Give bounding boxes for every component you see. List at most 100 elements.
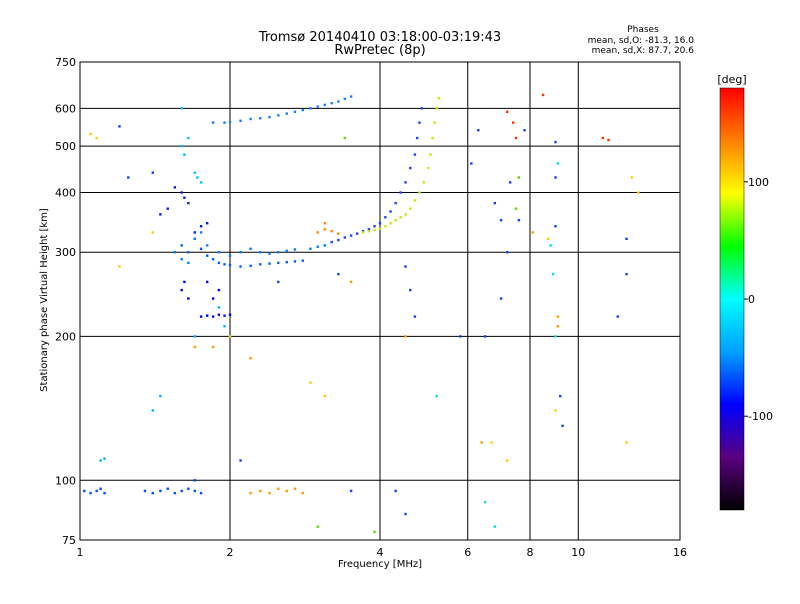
data-point — [239, 459, 242, 462]
data-point — [470, 162, 473, 165]
data-point — [259, 117, 262, 120]
data-point — [196, 176, 199, 179]
data-point — [193, 489, 197, 493]
data-point — [249, 117, 252, 121]
data-point — [413, 315, 417, 318]
data-point — [523, 128, 526, 132]
data-point — [228, 313, 232, 316]
data-point — [607, 138, 610, 142]
data-point — [323, 394, 327, 398]
data-point — [268, 262, 271, 265]
data-point — [199, 231, 203, 234]
data-point — [193, 231, 197, 234]
data-point — [404, 181, 407, 184]
data-point — [223, 121, 226, 124]
data-point — [193, 171, 197, 174]
data-point — [418, 121, 421, 124]
data-point — [554, 140, 557, 144]
data-point — [409, 166, 412, 170]
plot-frame — [79, 61, 681, 541]
data-point — [373, 530, 376, 534]
data-point — [554, 409, 557, 412]
data-point — [399, 191, 402, 194]
stats-line-o: mean, sd,O: -81.3, 16.0 — [588, 36, 695, 46]
data-point — [95, 136, 98, 140]
data-point — [493, 525, 497, 528]
data-point — [404, 335, 407, 338]
y-tick-label: 600 — [55, 102, 76, 115]
data-point — [483, 500, 487, 504]
data-point — [293, 487, 297, 490]
data-point — [223, 325, 226, 328]
data-point — [193, 237, 197, 241]
data-point — [268, 491, 271, 495]
data-point — [409, 207, 412, 210]
data-point — [431, 136, 434, 140]
data-point — [418, 191, 421, 194]
data-point — [316, 105, 319, 108]
data-point — [394, 489, 397, 493]
data-point — [323, 103, 327, 107]
data-point — [259, 251, 262, 254]
data-point — [309, 107, 312, 110]
data-point — [559, 394, 562, 398]
data-point — [205, 314, 209, 317]
data-point — [517, 176, 521, 179]
data-point — [180, 258, 183, 261]
x-tick-label: 4 — [377, 546, 384, 559]
data-point — [277, 261, 280, 265]
data-point — [637, 191, 640, 194]
data-point — [223, 314, 226, 317]
data-point — [180, 489, 183, 493]
colorbar-tick-label: 100 — [748, 176, 769, 189]
data-point — [373, 225, 376, 228]
data-point — [103, 457, 106, 460]
data-point — [95, 489, 98, 493]
data-point — [199, 315, 203, 318]
data-point — [187, 261, 190, 265]
data-point — [199, 225, 203, 228]
data-point — [285, 260, 288, 264]
data-point — [217, 288, 221, 292]
data-point — [249, 247, 252, 250]
x-axis-label: Frequency [MHz] — [338, 559, 422, 570]
data-point — [625, 237, 628, 241]
data-point — [103, 491, 106, 495]
data-point — [127, 176, 130, 179]
data-point — [159, 394, 162, 398]
data-point — [187, 251, 190, 254]
data-point — [217, 251, 221, 254]
data-point — [531, 231, 534, 234]
data-point — [554, 335, 557, 338]
data-point — [277, 114, 280, 117]
data-point — [554, 176, 557, 179]
data-point — [343, 136, 347, 140]
data-point — [551, 272, 555, 276]
data-point — [367, 228, 371, 231]
data-point — [404, 265, 407, 268]
data-point — [228, 263, 232, 267]
data-point — [625, 441, 628, 444]
data-point — [249, 491, 252, 495]
y-tick-label: 300 — [55, 246, 76, 259]
data-point — [151, 491, 155, 495]
data-point — [378, 222, 382, 225]
data-point — [217, 306, 221, 309]
data-point — [205, 254, 209, 257]
data-point — [337, 232, 340, 235]
data-point — [183, 153, 186, 156]
data-point — [183, 280, 186, 284]
data-point — [259, 489, 262, 493]
data-point — [349, 280, 353, 284]
data-point — [89, 132, 92, 136]
data-point — [394, 219, 397, 222]
data-point — [180, 191, 183, 194]
data-point — [118, 125, 121, 128]
y-tick-label: 750 — [55, 56, 76, 69]
data-point — [301, 259, 305, 262]
data-point — [343, 236, 347, 239]
data-point — [415, 136, 419, 140]
data-point — [151, 171, 155, 174]
data-point — [211, 258, 215, 261]
